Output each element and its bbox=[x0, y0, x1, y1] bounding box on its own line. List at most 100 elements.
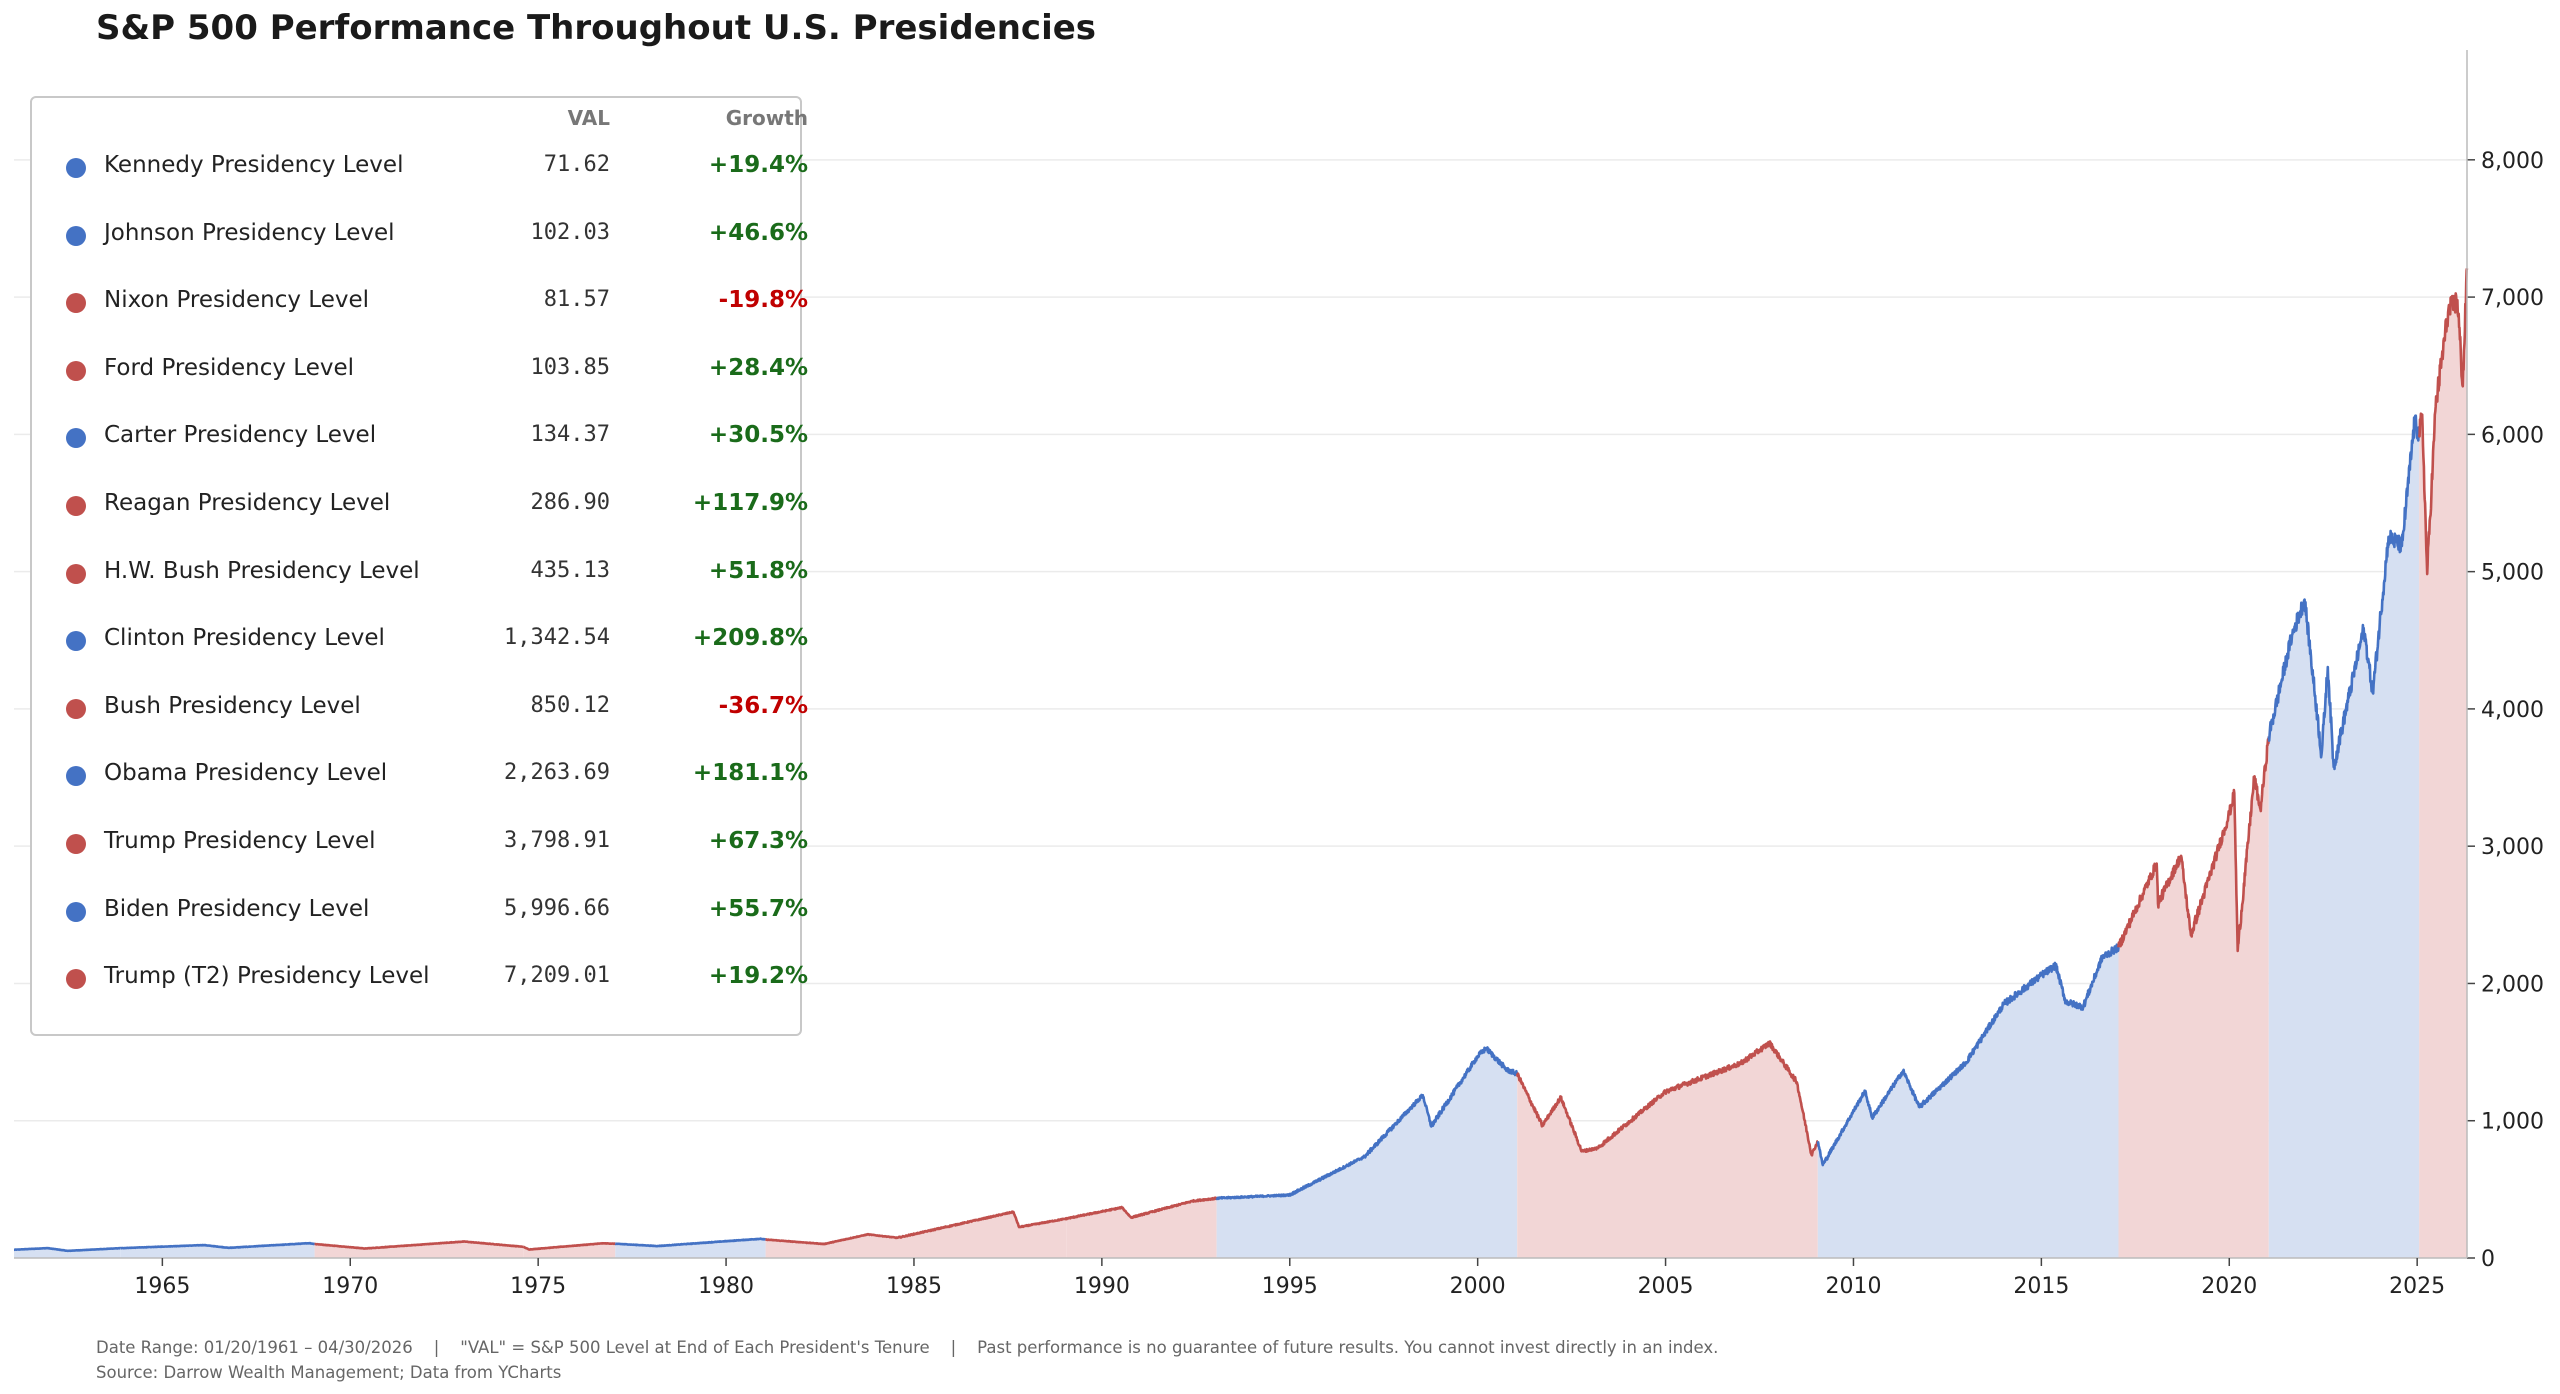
fill-ford bbox=[523, 1243, 616, 1258]
legend-value: 286.90 bbox=[530, 490, 610, 515]
y-tick-label: 3,000 bbox=[2481, 835, 2544, 860]
x-tick-label: 1985 bbox=[886, 1274, 942, 1299]
fill-h-w-bush bbox=[1066, 1197, 1217, 1258]
legend-value: 3,798.91 bbox=[504, 828, 610, 853]
legend-growth: +209.8% bbox=[692, 625, 808, 652]
legend-val-header: VAL bbox=[567, 106, 610, 130]
legend-label: Ford Presidency Level bbox=[104, 354, 354, 381]
legend-value: 850.12 bbox=[530, 692, 610, 718]
legend-growth: +19.4% bbox=[708, 152, 808, 178]
axes: 0 1,000 2,000 3,000 4,000 5,000 6,000 7,000 8,00… bbox=[14, 50, 2544, 1299]
x-tick-label: 2015 bbox=[2013, 1274, 2069, 1299]
y-tick-label: 0 bbox=[2481, 1247, 2495, 1272]
y-tick-label: 2,000 bbox=[2481, 972, 2544, 997]
line-biden bbox=[2267, 414, 2421, 771]
legend-dot-icon bbox=[66, 225, 86, 246]
legend-item: Nixon Presidency Level 81.57 -19.8% bbox=[32, 281, 808, 321]
legend-label: Nixon Presidency Level bbox=[104, 287, 370, 314]
legend-label: H.W. Bush Presidency Level bbox=[104, 557, 420, 584]
y-tick-label: 7,000 bbox=[2481, 286, 2544, 311]
line-bush bbox=[1515, 1040, 1819, 1157]
legend-growth: +46.6% bbox=[708, 219, 808, 246]
legend-item: Clinton Presidency Level 1,342.54 +209.8% bbox=[32, 619, 808, 659]
x-tick-label: 1995 bbox=[1262, 1274, 1318, 1299]
fill-clinton bbox=[1216, 1047, 1518, 1258]
legend-growth: +28.4% bbox=[708, 354, 808, 381]
legend-item: Trump Presidency Level 3,798.91 +67.3% bbox=[32, 822, 808, 862]
y-tick-label: 1,000 bbox=[2481, 1110, 2544, 1135]
legend-value: 134.37 bbox=[530, 422, 610, 448]
legend-growth: -36.7% bbox=[718, 692, 808, 719]
legend-growth: +181.1% bbox=[692, 760, 808, 787]
line-reagan bbox=[764, 1210, 1068, 1246]
legend-dot-icon bbox=[66, 698, 86, 719]
legend-dot-icon bbox=[66, 293, 86, 314]
x-tick-label: 1990 bbox=[1074, 1274, 1130, 1299]
y-tick-label: 4,000 bbox=[2481, 698, 2544, 723]
x-tick-label: 2025 bbox=[2389, 1274, 2445, 1299]
line-trump bbox=[2117, 736, 2271, 953]
legend-value: 103.85 bbox=[530, 354, 610, 380]
legend-growth: +117.9% bbox=[692, 490, 808, 516]
legend-label: Johnson Presidency Level bbox=[104, 219, 395, 246]
legend-growth: +51.8% bbox=[708, 557, 808, 584]
legend-value: 7,209.01 bbox=[504, 963, 610, 989]
legend-growth: +19.2% bbox=[708, 963, 808, 990]
legend-dot-icon bbox=[66, 428, 86, 449]
legend-value: 71.62 bbox=[543, 152, 610, 177]
legend-dot-icon bbox=[66, 563, 86, 584]
legend-label: Carter Presidency Level bbox=[104, 422, 377, 449]
y-tick-label: 6,000 bbox=[2481, 423, 2544, 448]
legend-label: Obama Presidency Level bbox=[104, 760, 388, 787]
legend-label: Kennedy Presidency Level bbox=[104, 152, 404, 178]
legend-dot-icon bbox=[66, 969, 86, 990]
x-tick-label: 2010 bbox=[1825, 1274, 1881, 1299]
x-tick-label: 1965 bbox=[134, 1274, 190, 1299]
legend-item: Ford Presidency Level 103.85 +28.4% bbox=[32, 349, 808, 389]
legend-growth: +30.5% bbox=[708, 422, 808, 449]
footer-source: Source: Darrow Wealth Management; Data f… bbox=[96, 1363, 562, 1382]
legend-label: Trump Presidency Level bbox=[104, 828, 376, 854]
legend-value: 2,263.69 bbox=[504, 760, 610, 786]
legend-item: Reagan Presidency Level 286.90 +117.9% bbox=[32, 484, 808, 524]
legend-growth: +55.7% bbox=[708, 895, 808, 922]
legend-dot-icon bbox=[66, 631, 86, 652]
legend-dot-icon bbox=[66, 158, 86, 178]
legend-value: 1,342.54 bbox=[504, 625, 610, 651]
legend-value: 435.13 bbox=[530, 557, 610, 583]
line-clinton bbox=[1215, 1046, 1519, 1201]
legend-item: Trump (T2) Presidency Level 7,209.01 +19.2… bbox=[32, 957, 808, 997]
presidency-fills bbox=[14, 268, 2467, 1258]
line-kennedy bbox=[13, 1246, 122, 1253]
legend-item: Bush Presidency Level 850.12 -36.7% bbox=[32, 687, 808, 727]
line-johnson bbox=[119, 1241, 316, 1250]
legend-growth-header: Growth bbox=[725, 106, 808, 130]
legend-label: Biden Presidency Level bbox=[104, 895, 370, 922]
fill-trump-t2 bbox=[2419, 268, 2467, 1258]
legend-item: Carter Presidency Level 134.37 +30.5% bbox=[32, 416, 808, 456]
footer-note: Date Range: 01/20/1961 – 04/30/2026 | "V… bbox=[96, 1338, 1719, 1357]
fill-bush bbox=[1517, 1041, 1818, 1258]
x-tick-label: 2000 bbox=[1450, 1274, 1506, 1299]
chart-title: S&P 500 Performance Throughout U.S. Pres… bbox=[96, 8, 1097, 48]
legend-dot-icon bbox=[66, 766, 86, 787]
line-carter bbox=[614, 1237, 767, 1248]
legend-dot-icon bbox=[66, 496, 86, 516]
legend-dot-icon bbox=[66, 834, 86, 854]
line-nixon bbox=[313, 1240, 525, 1250]
y-tick-label: 8,000 bbox=[2481, 149, 2544, 174]
legend-item: Kennedy Presidency Level 71.62 +19.4% bbox=[32, 146, 808, 186]
legend-label: Bush Presidency Level bbox=[104, 692, 361, 719]
legend-label: Clinton Presidency Level bbox=[104, 625, 385, 652]
legend-value: 5,996.66 bbox=[504, 895, 610, 921]
legend-item: Biden Presidency Level 5,996.66 +55.7% bbox=[32, 890, 808, 930]
legend-item: H.W. Bush Presidency Level 435.13 +51.8% bbox=[32, 552, 808, 592]
fill-trump bbox=[2118, 736, 2269, 1258]
x-tick-label: 1980 bbox=[698, 1274, 754, 1299]
fill-obama bbox=[1817, 944, 2119, 1258]
legend-item: Obama Presidency Level 2,263.69 +181.1% bbox=[32, 754, 808, 794]
legend-value: 102.03 bbox=[530, 219, 610, 245]
y-tick-label: 5,000 bbox=[2481, 561, 2544, 586]
legend-growth: -19.8% bbox=[718, 287, 808, 314]
legend-value: 81.57 bbox=[543, 287, 610, 313]
